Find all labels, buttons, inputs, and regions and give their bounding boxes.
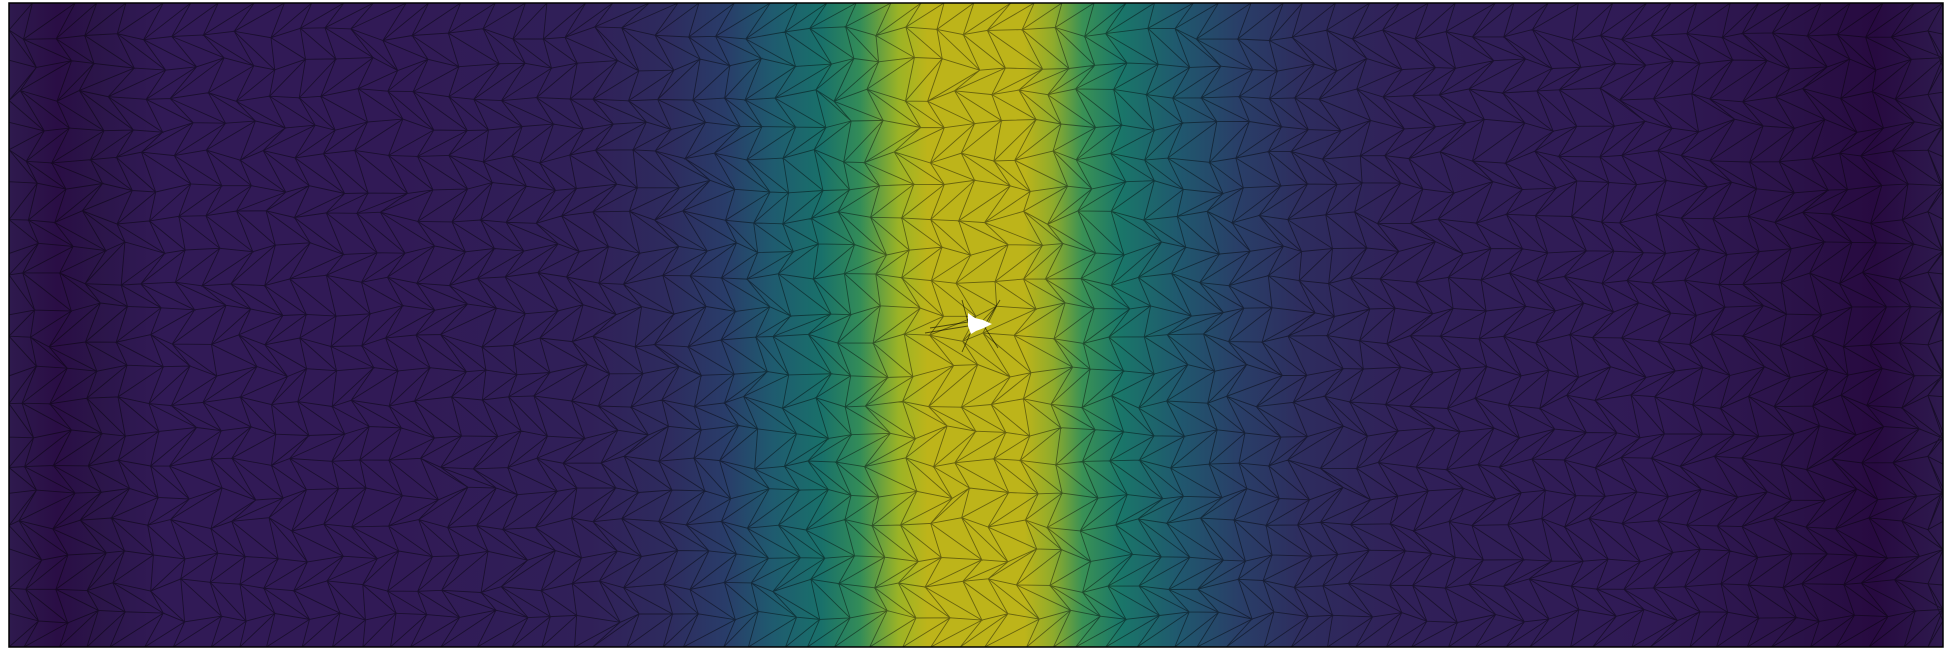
mesh-edge-path xyxy=(9,3,1943,647)
domain-frame xyxy=(8,2,1944,648)
crack-refinement-edges xyxy=(924,299,1001,353)
crack-hole xyxy=(968,313,992,334)
triangle-mesh-edges xyxy=(9,3,1943,647)
